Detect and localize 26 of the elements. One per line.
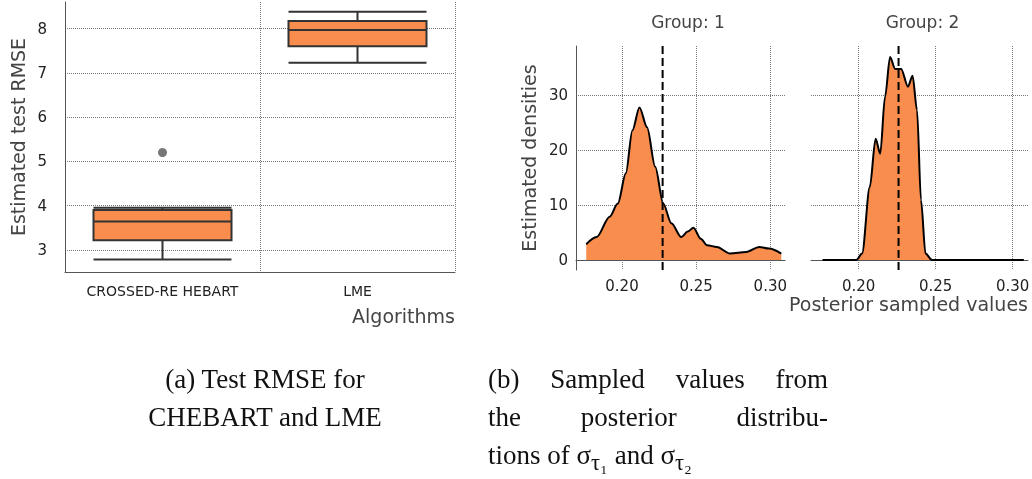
chart-title: Group: 2 [885, 11, 960, 32]
x-tick-label: 0.20 [605, 276, 639, 295]
y-tick-label: 0 [558, 251, 568, 270]
x-tick-label: 0.30 [995, 276, 1030, 295]
y-tick-label: 3 [37, 240, 47, 259]
text: (b) Sampled values from the posterior distribu- tions of σ$_{τ₁}$ and σ$_{τ₂}$ [488, 363, 828, 478]
x-axis-title: Posterior sampled values [788, 292, 1028, 315]
y-tick-label: 10 [548, 196, 568, 215]
y-tick-label: 20 [548, 141, 568, 160]
y-tick-label: 30 [548, 86, 568, 105]
x-tick-label: 0.25 [679, 276, 713, 295]
y-tick-label: 4 [37, 196, 47, 215]
x-tick-label: CROSSED-RE HEBART [86, 283, 239, 299]
x-tick-label: 0.30 [753, 276, 787, 295]
y-tick-label: 8 [37, 19, 47, 38]
y-axis-title: Estimated test RMSE [6, 37, 29, 237]
x-tick-label: LME [343, 283, 372, 299]
y-tick-label: 6 [37, 108, 47, 127]
x-tick-label: 0.20 [841, 276, 876, 295]
y-tick-label: 5 [37, 152, 47, 171]
x-tick-label: 0.25 [918, 276, 953, 295]
chart-title: Group: 1 [651, 11, 725, 32]
y-tick-label: 7 [37, 63, 47, 82]
x-axis-title: Algorithms [352, 304, 455, 327]
text: (a) Test RMSE for CHEBART and LME [147, 363, 383, 434]
y-axis-title: Estimated densities [517, 64, 540, 252]
